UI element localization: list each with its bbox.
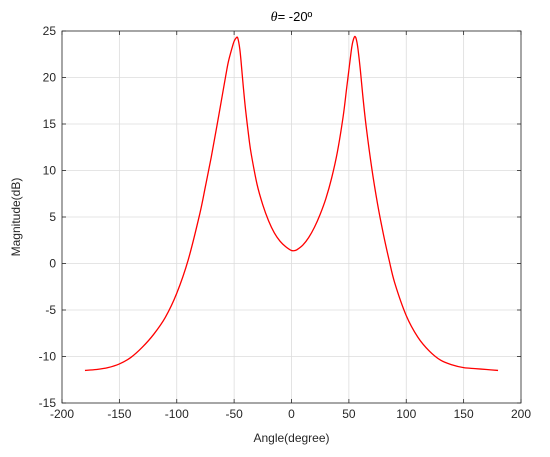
y-axis-label: Magnitude(dB) xyxy=(9,178,23,257)
series-line xyxy=(84,35,499,372)
x-tick-label: 100 xyxy=(396,407,416,421)
y-tick-label: -10 xyxy=(39,350,57,364)
tick-marks xyxy=(61,30,522,404)
title-theta-symbol: θ xyxy=(271,10,278,25)
y-tick-labels: -15 -10 -5 0 5 10 15 20 25 xyxy=(39,24,57,410)
x-tick-label: -100 xyxy=(165,407,189,421)
y-tick-label: 10 xyxy=(43,164,57,178)
x-tick-label: 200 xyxy=(511,407,531,421)
y-tick-label: -15 xyxy=(39,396,57,410)
x-tick-labels: -200 -150 -100 -50 0 50 100 150 200 xyxy=(50,407,531,421)
y-tick-label: -5 xyxy=(45,303,56,317)
x-tick-label: -200 xyxy=(50,407,74,421)
x-tick-label: -150 xyxy=(107,407,131,421)
x-tick-label: 150 xyxy=(454,407,474,421)
y-tick-label: 20 xyxy=(43,71,57,85)
y-tick-label: 25 xyxy=(43,24,57,38)
x-tick-label: 0 xyxy=(288,407,295,421)
y-tick-label: 15 xyxy=(43,117,57,131)
title-text: = -20º xyxy=(278,9,313,24)
y-tick-label: 5 xyxy=(49,210,56,224)
x-tick-label: 50 xyxy=(342,407,356,421)
chart-title: θ= -20º xyxy=(271,9,313,25)
y-tick-label: 0 xyxy=(49,257,56,271)
x-tick-label: -50 xyxy=(225,407,243,421)
x-axis-label: Angle(degree) xyxy=(253,431,329,445)
